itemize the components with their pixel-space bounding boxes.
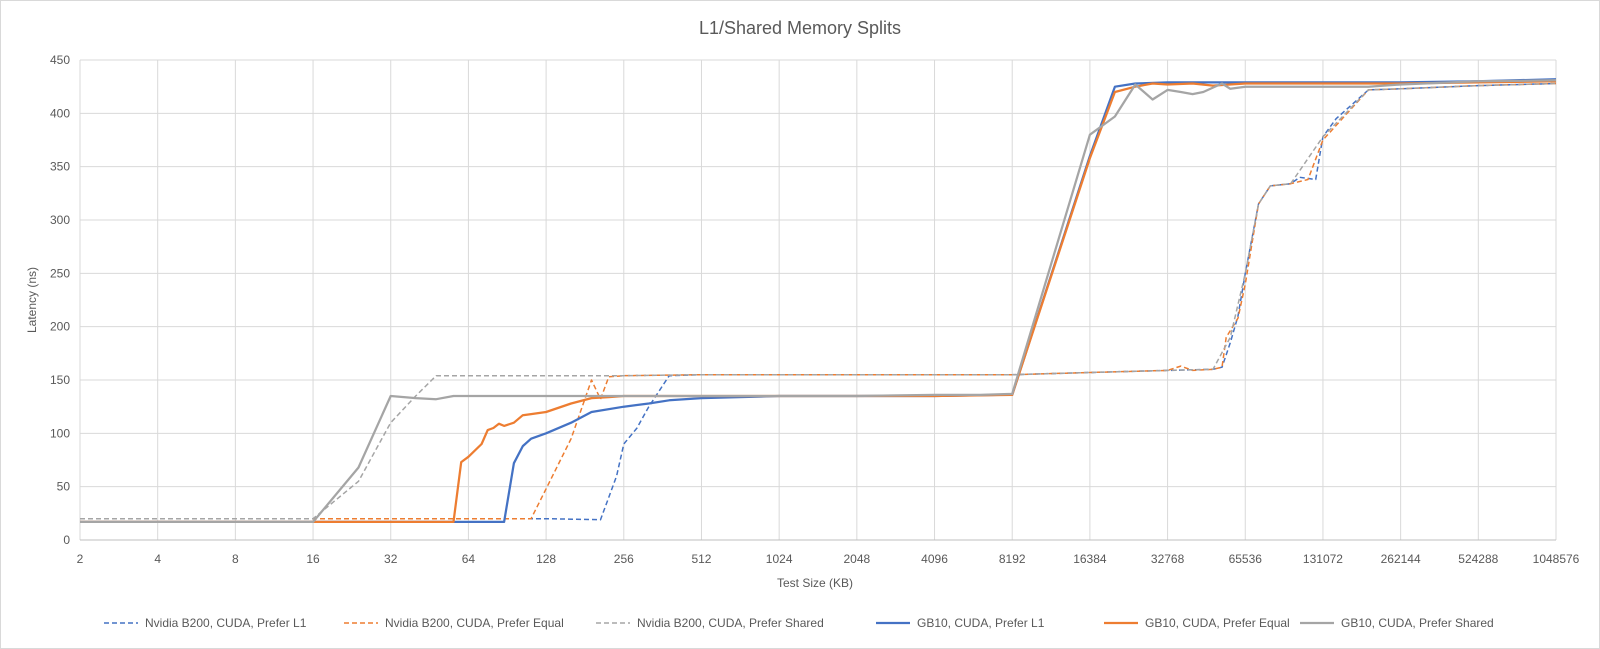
y-tick-label: 50 bbox=[57, 480, 71, 494]
x-tick-label: 32768 bbox=[1151, 552, 1185, 566]
chart-title: L1/Shared Memory Splits bbox=[699, 18, 901, 38]
y-tick-label: 400 bbox=[50, 106, 70, 120]
legend-entry-4: GB10, CUDA, Prefer L1 bbox=[876, 616, 1045, 630]
y-tick-label: 0 bbox=[63, 533, 70, 547]
axes: 0 50 100 150 200 250 300 350 400 450 2 4 8 16 32 64 128 2… bbox=[50, 53, 1580, 566]
x-tick-label: 524288 bbox=[1458, 552, 1498, 566]
x-tick-label: 4096 bbox=[921, 552, 948, 566]
x-tick-label: 1024 bbox=[766, 552, 793, 566]
y-tick-label: 300 bbox=[50, 213, 70, 227]
x-tick-label: 256 bbox=[614, 552, 634, 566]
x-tick-label: 4 bbox=[154, 552, 161, 566]
y-tick-label: 200 bbox=[50, 320, 70, 334]
x-tick-label: 128 bbox=[536, 552, 556, 566]
series-line-1 bbox=[80, 82, 1557, 521]
y-tick-label: 350 bbox=[50, 160, 70, 174]
x-tick-label: 1048576 bbox=[1533, 552, 1580, 566]
legend-label: GB10, CUDA, Prefer Equal bbox=[1145, 616, 1290, 630]
y-tick-label: 450 bbox=[50, 53, 70, 67]
x-tick-label: 65536 bbox=[1229, 552, 1263, 566]
x-tick-label: 2048 bbox=[843, 552, 870, 566]
x-tick-label: 8192 bbox=[999, 552, 1026, 566]
y-axis-title: Latency (ns) bbox=[25, 267, 39, 333]
legend-entry-6: GB10, CUDA, Prefer Shared bbox=[1300, 616, 1494, 630]
legend-entry-2: Nvidia B200, CUDA, Prefer Equal bbox=[344, 616, 564, 630]
legend-label: Nvidia B200, CUDA, Prefer Shared bbox=[637, 616, 824, 630]
x-tick-label: 512 bbox=[691, 552, 711, 566]
x-tick-label: 2 bbox=[77, 552, 84, 566]
legend-label: GB10, CUDA, Prefer Shared bbox=[1341, 616, 1494, 630]
gridlines bbox=[79, 59, 1557, 541]
legend-label: Nvidia B200, CUDA, Prefer Equal bbox=[385, 616, 564, 630]
legend-entry-5: GB10, CUDA, Prefer Equal bbox=[1104, 616, 1290, 630]
series-line-5 bbox=[80, 80, 1557, 524]
legend-label: GB10, CUDA, Prefer L1 bbox=[917, 616, 1045, 630]
y-tick-label: 150 bbox=[50, 373, 70, 387]
legend-label: Nvidia B200, CUDA, Prefer L1 bbox=[145, 616, 307, 630]
y-tick-label: 250 bbox=[50, 266, 70, 280]
x-tick-label: 262144 bbox=[1381, 552, 1421, 566]
x-tick-label: 32 bbox=[384, 552, 398, 566]
x-tick-label: 64 bbox=[462, 552, 476, 566]
legend: Nvidia B200, CUDA, Prefer L1 Nvidia B200,… bbox=[104, 616, 1494, 630]
x-tick-label: 16 bbox=[306, 552, 320, 566]
series-line-4 bbox=[80, 78, 1557, 524]
series-line-2 bbox=[80, 82, 1557, 520]
series-line-6 bbox=[80, 79, 1557, 524]
legend-entry-1: Nvidia B200, CUDA, Prefer L1 bbox=[104, 616, 307, 630]
x-tick-label: 131072 bbox=[1303, 552, 1343, 566]
y-tick-label: 100 bbox=[50, 426, 70, 440]
x-tick-label: 16384 bbox=[1073, 552, 1107, 566]
data-series bbox=[80, 78, 1557, 524]
series-line-3 bbox=[80, 82, 1557, 520]
legend-entry-3: Nvidia B200, CUDA, Prefer Shared bbox=[596, 616, 824, 630]
x-tick-label: 8 bbox=[232, 552, 239, 566]
x-axis-title: Test Size (KB) bbox=[777, 576, 853, 590]
